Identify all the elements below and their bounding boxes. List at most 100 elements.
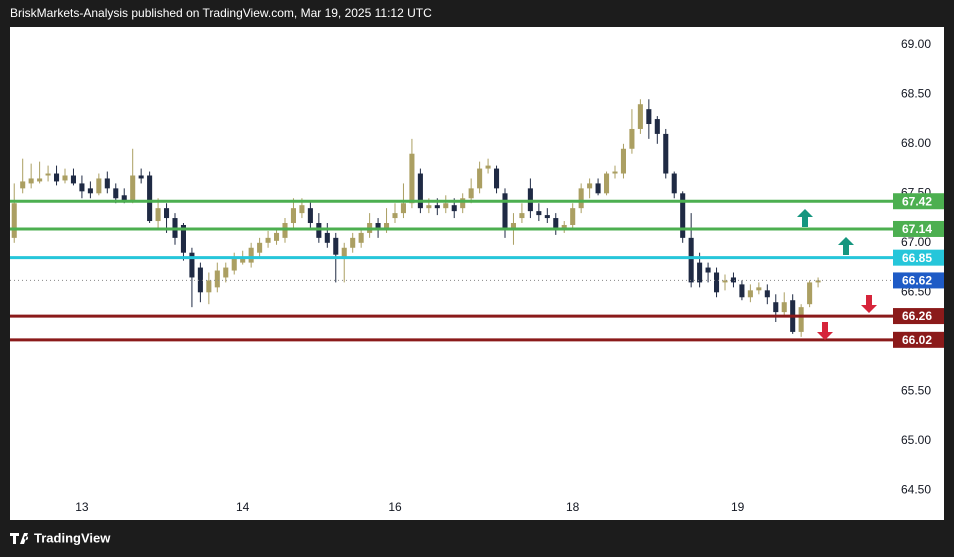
candle-body <box>70 175 76 184</box>
candle-body <box>730 277 736 283</box>
candle-body <box>231 257 237 271</box>
candle-body <box>451 205 457 212</box>
candle-body <box>680 193 686 238</box>
candle-body <box>697 262 703 283</box>
candle-body <box>164 208 170 219</box>
candle-body <box>536 211 542 216</box>
candle-body <box>20 181 26 189</box>
candle-body <box>96 178 102 194</box>
y-tick-label: 65.50 <box>901 383 931 397</box>
candle-body <box>747 290 753 298</box>
candle-body <box>443 203 449 209</box>
candle-body <box>130 175 136 202</box>
level-label: 66.26 <box>902 309 932 323</box>
candle-body <box>54 173 60 182</box>
logo <box>10 533 29 544</box>
arrows <box>797 209 877 340</box>
candle-body <box>138 175 144 179</box>
candle-body <box>11 203 17 238</box>
candle-body <box>468 188 474 199</box>
candle-body <box>587 183 593 189</box>
candle-body <box>206 280 212 293</box>
candle-body <box>553 218 559 228</box>
candle-body <box>578 188 584 209</box>
candle-body <box>341 247 347 258</box>
candle-body <box>121 195 127 202</box>
y-tick-label: 69.00 <box>901 37 931 51</box>
y-tick-label: 65.00 <box>901 433 931 447</box>
level-label-box <box>893 193 944 210</box>
candle-body <box>460 198 466 209</box>
level-label-box <box>893 272 944 289</box>
candle-body <box>663 133 669 174</box>
candle-body <box>384 223 390 228</box>
candle-body <box>764 290 770 298</box>
candle-body <box>223 267 229 278</box>
candle-body <box>756 287 762 291</box>
candle-body <box>180 224 186 253</box>
candle-body <box>620 148 626 174</box>
candle-body <box>28 178 34 184</box>
candle-body <box>147 175 153 222</box>
candle-body <box>333 237 339 255</box>
candle-body <box>214 270 220 288</box>
y-tick-label: 68.50 <box>901 86 931 100</box>
candle-body <box>299 205 305 214</box>
candle-body <box>392 213 398 219</box>
candle-body <box>434 205 440 209</box>
level-label-box <box>893 331 944 348</box>
candle-body <box>671 173 677 194</box>
candle-body <box>807 282 813 305</box>
candle-body <box>510 223 516 228</box>
candle-body <box>485 165 491 169</box>
candle-body <box>612 171 618 174</box>
candle-body <box>629 128 635 149</box>
x-tick-label: 19 <box>731 500 745 514</box>
candle-body <box>248 247 254 263</box>
candle-body <box>87 188 93 194</box>
candle-body <box>798 307 804 332</box>
candle-body <box>197 267 203 293</box>
candle-body <box>155 208 161 222</box>
candle-body <box>654 119 660 134</box>
level-label-box <box>893 308 944 325</box>
candle-body <box>307 208 313 224</box>
candle-body <box>350 237 356 248</box>
candle-body <box>705 267 711 273</box>
level-label: 66.85 <box>902 251 932 265</box>
candle-body <box>722 280 728 283</box>
candle-body <box>426 205 432 209</box>
candle-body <box>240 257 246 263</box>
level-label-box <box>893 249 944 266</box>
x-tick-label: 16 <box>388 500 402 514</box>
candle-body <box>358 232 364 243</box>
candle-body <box>409 153 415 204</box>
level-label: 67.14 <box>902 222 932 236</box>
candle-body <box>104 178 110 189</box>
candle-body <box>189 252 195 278</box>
x-tick-label: 14 <box>236 500 250 514</box>
x-tick-label: 13 <box>75 500 89 514</box>
y-tick-label: 68.00 <box>901 136 931 150</box>
candle-body <box>274 232 280 241</box>
level-label: 66.62 <box>902 274 932 288</box>
candle-body <box>519 213 525 219</box>
candle-body <box>688 237 694 283</box>
candle-body <box>646 109 652 125</box>
candle-body <box>113 188 119 199</box>
y-tick-label: 64.50 <box>901 482 931 496</box>
candle-body <box>417 173 423 209</box>
header: BriskMarkets-Analysis published on Tradi… <box>10 6 432 20</box>
candle-body <box>570 208 576 225</box>
candle-body <box>494 168 500 189</box>
candle-body <box>561 224 567 228</box>
level-label: 66.02 <box>902 333 932 347</box>
candle-body <box>375 223 381 228</box>
candle-body <box>544 215 550 219</box>
candle-body <box>265 237 271 243</box>
candle-body <box>257 242 263 253</box>
footer-logo-text: TradingView <box>34 530 111 545</box>
level-label-box <box>893 220 944 237</box>
candle-body <box>290 208 296 224</box>
candle-body <box>815 280 821 283</box>
